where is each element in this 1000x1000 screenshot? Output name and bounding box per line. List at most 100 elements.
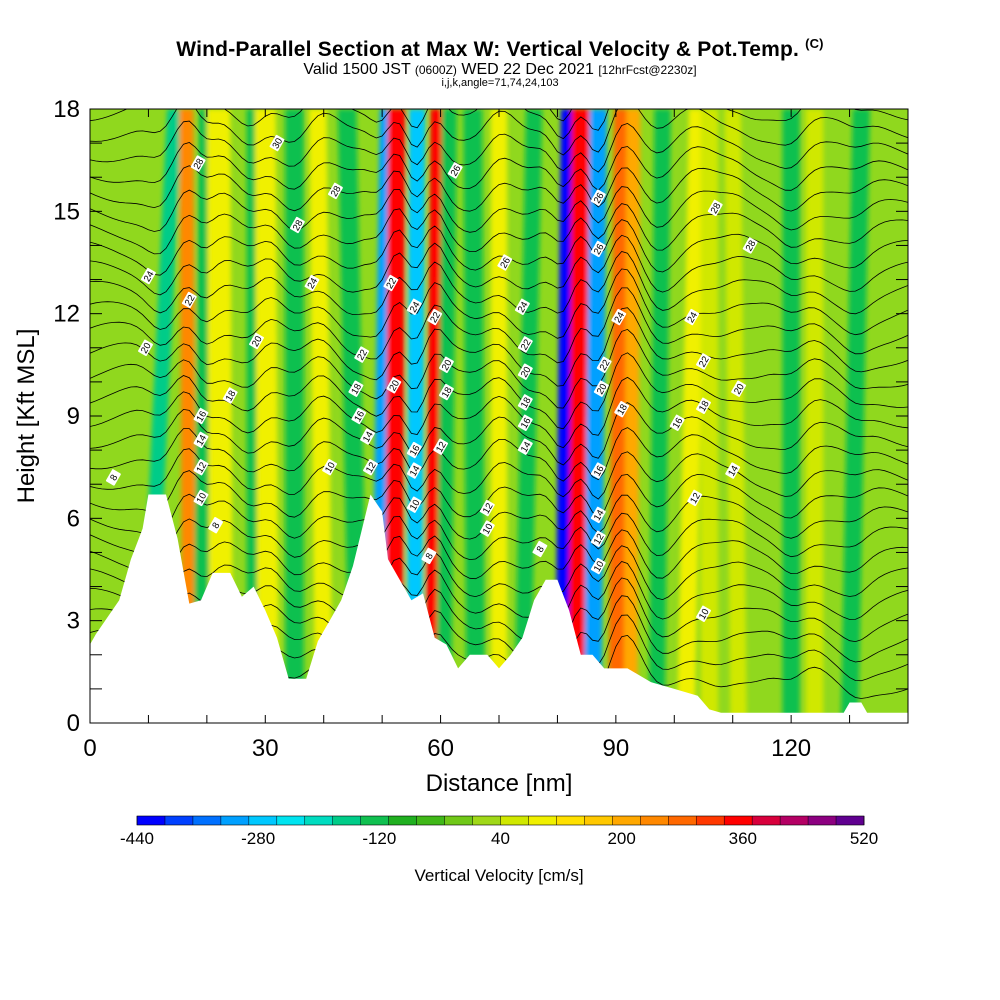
velocity-band-26 [782, 109, 800, 723]
contour-label-47: 14 [406, 462, 423, 479]
svg-text:16: 16 [194, 409, 209, 424]
theta-contour-24 [90, 165, 908, 212]
contour-label-19: 20 [138, 339, 154, 356]
y-tick-label: 9 [67, 403, 80, 430]
contour-label-33: 16 [351, 407, 367, 425]
theta-contour-13 [90, 376, 908, 449]
terrain-mask [90, 494, 908, 723]
svg-text:22: 22 [519, 338, 534, 353]
y-tick-label: 18 [53, 96, 80, 123]
contour-label-18: 24 [684, 308, 700, 326]
theta-contour-8 [90, 493, 908, 540]
colorbar-swatch-21 [724, 816, 753, 825]
y-axis: 0 3 6 9 12 15 18 [53, 96, 908, 737]
svg-text:14: 14 [361, 430, 376, 445]
svg-text:24: 24 [305, 276, 320, 291]
colorbar-swatch-9 [388, 816, 417, 825]
velocity-band-13 [435, 109, 457, 723]
contour-label-24: 22 [696, 353, 712, 370]
velocity-band-18 [568, 109, 591, 723]
colorbar-swatch-10 [416, 816, 445, 825]
contour-label-21: 22 [354, 346, 370, 363]
y-tick-label: 12 [53, 301, 80, 328]
theta-contour-23 [90, 186, 908, 233]
colorbar-tick-label: -440 [120, 829, 154, 848]
contour-label-6: 28 [707, 199, 724, 217]
subtitle-fcst: [12hrFcst@2230z] [598, 63, 697, 77]
theta-contour-22 [90, 203, 908, 255]
contour-label-25: 20 [438, 356, 455, 373]
colorbar-swatch-23 [780, 816, 809, 825]
contour-label-54: 12 [479, 499, 496, 517]
contour-label-31: 20 [593, 380, 610, 397]
contour-label-51: 8 [105, 469, 121, 486]
velocity-band-3 [206, 109, 234, 723]
svg-text:8: 8 [535, 544, 547, 554]
theta-contour-17 [90, 287, 908, 364]
theta-contour-26 [90, 120, 908, 173]
chart-title: Wind-Parallel Section at Max W: Vertical… [176, 36, 824, 61]
contour-labels: 30 28 28 26 28 26 28 28 26 26 24 22 24 22 24 22 24 24 24 20… [105, 134, 758, 622]
theta-contour-19 [90, 251, 908, 316]
theta-contour-9 [90, 470, 908, 519]
svg-text:28: 28 [709, 201, 724, 216]
chart-subtitle-indices: i,j,k,angle=71,74,24,103 [441, 77, 559, 89]
contour-label-14: 24 [406, 298, 423, 315]
velocity-band-6 [285, 109, 304, 723]
contour-label-42: 16 [406, 441, 423, 459]
colorbar-swatch-24 [808, 816, 837, 825]
contour-label-61: 8 [532, 540, 548, 558]
colorbar-tick-label: 360 [729, 829, 757, 848]
x-tick-label: 120 [771, 735, 811, 762]
velocity-band-7 [309, 109, 333, 723]
colorbar-swatch-17 [612, 816, 641, 825]
contour-label-29: 20 [386, 377, 402, 394]
chart-subtitle: Valid 1500 JST (0600Z) WED 22 Dec 2021 [… [303, 61, 697, 78]
contour-label-8: 26 [497, 254, 513, 271]
contour-label-16: 24 [514, 298, 531, 315]
contour-label-11: 22 [181, 291, 198, 309]
svg-text:18: 18 [440, 385, 455, 400]
svg-text:14: 14 [194, 433, 209, 448]
svg-text:24: 24 [516, 300, 531, 315]
contour-label-50: 14 [725, 462, 741, 479]
svg-text:18: 18 [615, 402, 630, 417]
svg-text:10: 10 [408, 498, 423, 513]
contour-label-9: 26 [590, 240, 607, 258]
svg-text:24: 24 [612, 310, 627, 325]
svg-text:26: 26 [449, 164, 464, 179]
colorbar-tick-label: -120 [362, 829, 396, 848]
colorbar-swatch-8 [360, 816, 389, 825]
colorbar-swatch-5 [276, 816, 306, 825]
contour-label-53: 10 [406, 496, 423, 513]
colorbar-tick-label: 200 [607, 829, 635, 848]
contour-label-2: 28 [327, 182, 344, 200]
velocity-band-24 [700, 109, 719, 723]
svg-text:22: 22 [384, 276, 399, 291]
velocity-band-25 [724, 109, 747, 723]
svg-text:16: 16 [592, 464, 607, 479]
contour-label-41: 14 [360, 428, 376, 445]
contour-label-38: 16 [517, 414, 534, 431]
svg-text:20: 20 [250, 334, 265, 349]
colorbar-label: Vertical Velocity [cm/s] [414, 866, 583, 885]
theta-contour-6 [90, 529, 908, 582]
svg-text:16: 16 [408, 443, 423, 458]
svg-text:26: 26 [592, 191, 607, 206]
colorbar-swatch-13 [500, 816, 529, 825]
contour-label-45: 12 [193, 459, 209, 476]
svg-text:12: 12 [434, 440, 449, 455]
svg-text:26: 26 [498, 256, 513, 271]
colorbar-swatch-0 [137, 816, 166, 825]
svg-text:14: 14 [726, 464, 741, 479]
svg-text:30: 30 [270, 136, 285, 151]
svg-text:28: 28 [329, 184, 344, 199]
colorbar-swatch-25 [836, 816, 865, 825]
svg-text:16: 16 [519, 416, 534, 431]
velocity-band-1 [179, 109, 197, 723]
contour-label-26: 20 [517, 363, 534, 380]
svg-text:10: 10 [323, 460, 338, 475]
colorbar-swatch-20 [696, 816, 725, 825]
theta-contour-10 [90, 448, 908, 500]
